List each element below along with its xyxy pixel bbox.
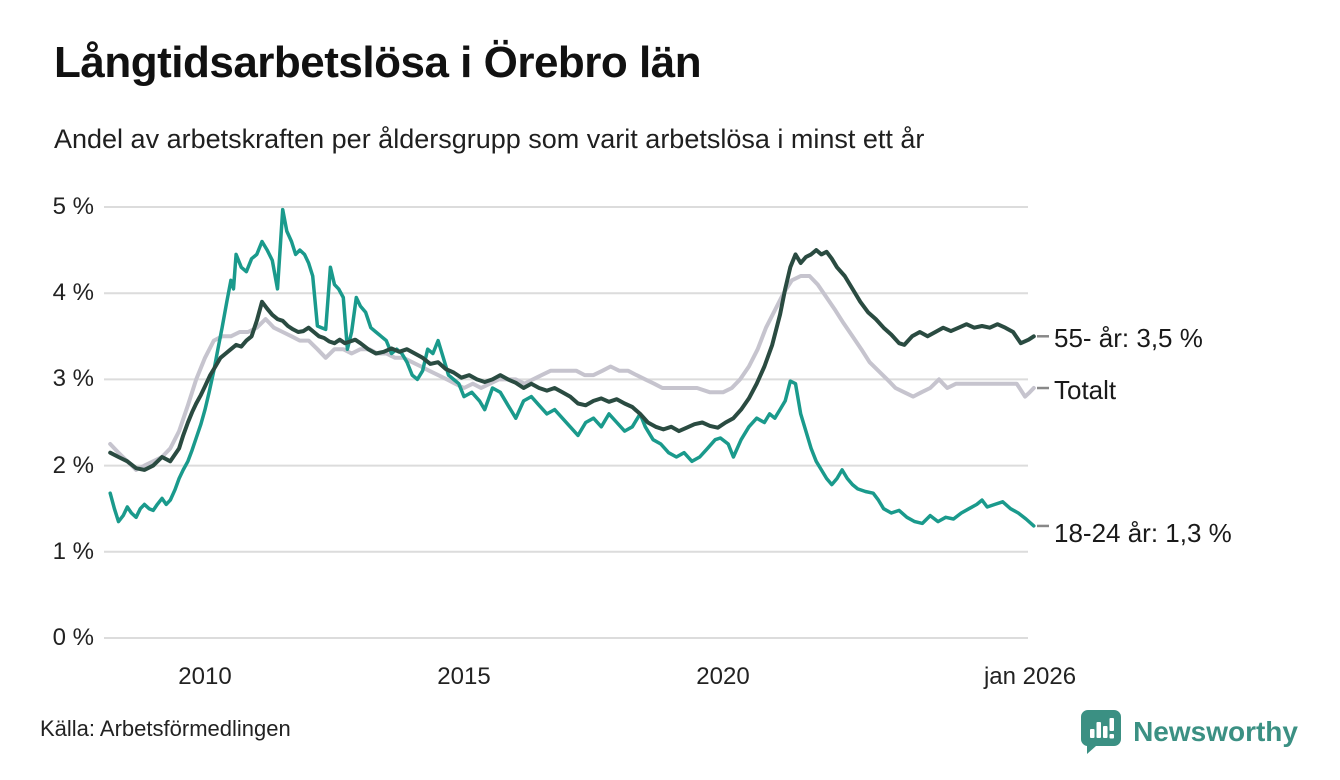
- series-line-Totalt: [108, 274, 1036, 472]
- x-axis-tick-2010: 2010: [178, 663, 232, 690]
- y-axis-tick-2: 2 %: [52, 452, 94, 479]
- newsworthy-logo-icon: [1079, 708, 1123, 755]
- x-axis-tick-2020: 2020: [696, 663, 750, 690]
- y-axis-tick-3: 3 %: [52, 365, 94, 392]
- series-label-18-24: 18-24 år: 1,3 %: [1054, 518, 1232, 548]
- y-axis-tick-0: 0 %: [52, 624, 94, 651]
- newsworthy-brand-name: Newsworthy: [1133, 715, 1298, 747]
- series-line-55- år: [108, 248, 1036, 472]
- series-label-55-plus: 55- år: 3,5 %: [1054, 323, 1203, 353]
- chart-subtitle: Andel av arbetskraften per åldersgrupp s…: [54, 124, 925, 154]
- x-axis-tick-2015: 2015: [437, 663, 491, 690]
- y-axis-tick-5: 5 %: [52, 193, 94, 220]
- y-axis-tick-4: 4 %: [52, 279, 94, 306]
- series-line-18-24 år: [108, 207, 1036, 528]
- page-title: Långtidsarbetslösa i Örebro län: [54, 38, 702, 87]
- newsworthy-brand-link[interactable]: Newsworthy: [1079, 708, 1298, 755]
- y-axis-tick-1: 1 %: [52, 538, 94, 565]
- series-label-totalt: Totalt: [1054, 375, 1117, 405]
- x-axis-tick-jan-2026: jan 2026: [983, 663, 1077, 690]
- source-attribution: Källa: Arbetsförmedlingen: [40, 716, 291, 741]
